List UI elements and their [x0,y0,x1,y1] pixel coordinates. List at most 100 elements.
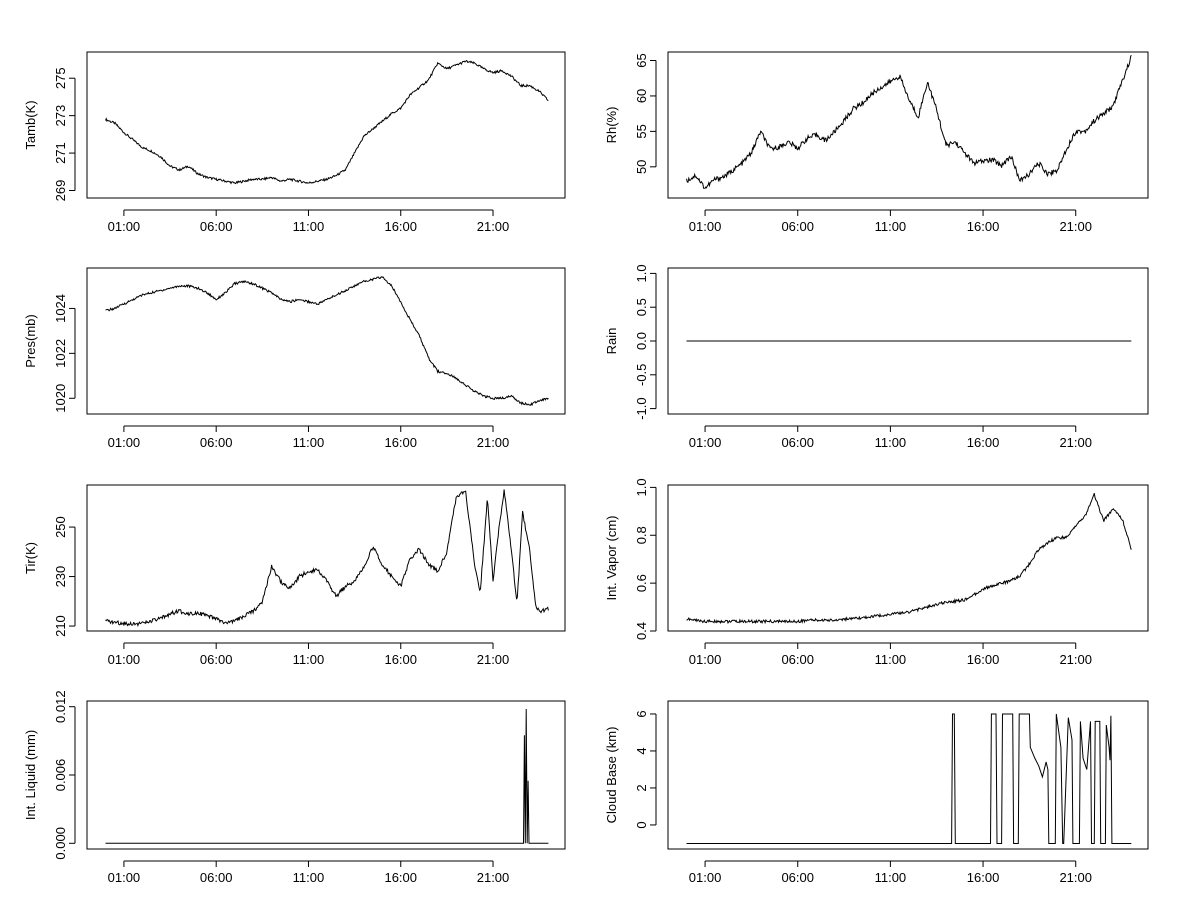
x-tick-label: 21:00 [477,219,510,234]
x-tick-label: 11:00 [875,652,907,667]
x-tick-label: 11:00 [293,870,325,885]
x-tick-label: 11:00 [293,219,325,234]
y-tick-label: -1.0 [634,397,649,419]
x-tick-label: 21:00 [477,435,510,450]
panel-5: 01:00 06:00 11:00 16:00 21:00 210 230 250 Tir(K) [23,484,566,667]
y-axis-label: Tamb(K) [23,100,38,149]
series-line [105,276,549,407]
series-line [105,489,549,627]
x-tick-label: 21:00 [1059,219,1092,234]
panel-7: 01:00 06:00 11:00 16:00 21:00 0.000 0.006 0.012… [23,690,566,885]
x-tick-label: 11:00 [875,870,907,885]
y-tick-label: 269 [53,180,68,202]
x-tick-label: 01:00 [689,870,722,885]
x-tick-label: 16:00 [967,870,1000,885]
y-tick-label: 271 [53,142,68,164]
plot-frame [667,484,1149,632]
y-tick-label: 1024 [53,294,68,323]
x-tick-label: 01:00 [689,219,722,234]
y-tick-label: 1022 [53,339,68,368]
y-tick-label: 0.0 [634,332,649,350]
x-tick-label: 16:00 [384,219,417,234]
y-tick-label: 0.5 [634,298,649,316]
y-tick-label: 273 [53,105,68,127]
x-tick-label: 16:00 [384,435,417,450]
y-axis-label: Cloud Base (km) [604,727,619,824]
y-tick-label: -0.5 [634,364,649,386]
plot-frame [86,484,566,632]
series-line [105,708,549,844]
x-tick-label: 16:00 [384,652,417,667]
y-tick-label: 0.006 [53,759,68,792]
y-tick-label: 1.0 [634,478,649,496]
y-axis-label: Int. Liquid (mm) [23,730,38,820]
plot-frame [667,267,1149,415]
y-tick-label: 1.0 [634,264,649,282]
y-axis-label: Pres(mb) [23,314,38,367]
y-tick-label: 1020 [53,384,68,413]
series-line [105,59,549,185]
y-tick-label: 50 [634,160,649,174]
y-tick-label: 210 [53,615,68,637]
panel-6: 01:00 06:00 11:00 16:00 21:00 0.4 0.6 0.8 1.0 Int… [604,478,1149,667]
x-tick-label: 01:00 [689,435,722,450]
panel-8: 01:00 06:00 11:00 16:00 21:00 0 2 4 6 Cloud Base … [604,700,1149,885]
x-tick-label: 11:00 [293,652,325,667]
y-tick-label: 0.4 [634,622,649,640]
y-tick-label: 4 [634,747,649,754]
y-tick-label: 230 [53,566,68,588]
y-tick-label: 65 [634,53,649,67]
plot-frame [86,700,566,850]
y-axis-label: Int. Vapor (cm) [604,515,619,600]
series-line [686,54,1132,189]
x-tick-label: 16:00 [967,435,1000,450]
x-tick-label: 21:00 [1059,435,1092,450]
y-tick-label: 275 [53,67,68,89]
y-tick-label: 250 [53,516,68,538]
panel-4: 01:00 06:00 11:00 16:00 21:00 -1.0 -0.5 0.0 0.5 1… [604,264,1149,450]
y-tick-label: 60 [634,89,649,103]
x-tick-label: 21:00 [477,652,510,667]
x-tick-label: 01:00 [689,652,722,667]
x-tick-label: 01:00 [108,219,141,234]
series-line [686,493,1132,625]
y-axis-label: Tir(K) [23,542,38,574]
y-tick-label: 0.000 [53,827,68,860]
x-tick-label: 21:00 [1059,652,1092,667]
x-tick-label: 06:00 [781,870,814,885]
y-axis-label: Rh(%) [604,107,619,144]
x-tick-label: 11:00 [875,219,907,234]
x-tick-label: 21:00 [477,870,510,885]
x-tick-label: 16:00 [384,870,417,885]
y-tick-label: 0 [634,821,649,828]
x-tick-label: 16:00 [967,219,1000,234]
plot-frame [86,51,566,199]
x-tick-label: 06:00 [200,435,233,450]
series-line [686,713,1132,844]
plot-frame [667,700,1149,850]
y-axis-label: Rain [604,328,619,355]
x-tick-label: 11:00 [875,435,907,450]
y-tick-label: 0.6 [634,574,649,592]
x-tick-label: 06:00 [781,219,814,234]
x-tick-label: 06:00 [200,219,233,234]
y-tick-label: 0.012 [53,690,68,723]
x-tick-label: 06:00 [200,870,233,885]
x-tick-label: 06:00 [200,652,233,667]
y-tick-label: 55 [634,124,649,138]
x-tick-label: 21:00 [1059,870,1092,885]
panel-2: 01:00 06:00 11:00 16:00 21:00 50 55 60 65 Rh(%) [604,51,1149,234]
x-tick-label: 06:00 [781,652,814,667]
x-tick-label: 06:00 [781,435,814,450]
x-tick-label: 01:00 [108,652,141,667]
x-tick-label: 16:00 [967,652,1000,667]
y-tick-label: 2 [634,784,649,791]
plot-frame [86,267,566,415]
y-tick-label: 0.8 [634,526,649,544]
x-tick-label: 01:00 [108,870,141,885]
panel-3: 01:00 06:00 11:00 16:00 21:00 1020 1022 1024 Pre… [23,267,566,450]
x-tick-label: 01:00 [108,435,141,450]
x-tick-label: 11:00 [293,435,325,450]
y-tick-label: 6 [634,710,649,717]
